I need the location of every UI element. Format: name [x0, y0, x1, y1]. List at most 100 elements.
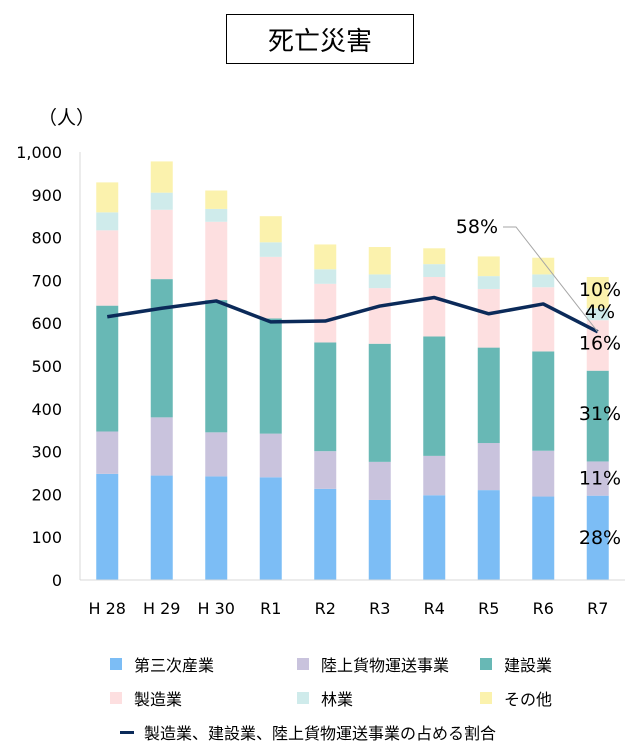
bar-segment-R4-s4 — [423, 264, 446, 277]
legend-swatch-tertiary — [110, 658, 122, 670]
bar-segment-R5-s1 — [477, 443, 500, 491]
bar-segment-R1-s5 — [259, 216, 282, 243]
bar-segment-H30-s5 — [205, 190, 228, 209]
legend-item-manufacturing: 製造業 — [110, 686, 182, 710]
bar-segment-R5-s2 — [477, 347, 500, 444]
share-line-group — [106, 295, 599, 334]
bar-segment-R3-s4 — [368, 274, 391, 289]
bar-segment-R4-s0 — [423, 495, 446, 580]
legend-swatch-forestry — [297, 692, 309, 704]
y-tick-label: 400 — [31, 400, 62, 419]
bar-segment-R1-s0 — [259, 477, 282, 580]
bar-segment-R1-s1 — [259, 433, 282, 478]
x-tick-label: R7 — [587, 599, 608, 618]
y-tick-label: 0 — [52, 571, 62, 590]
x-tick-label: R6 — [533, 599, 554, 618]
y-tick-label: 700 — [31, 271, 62, 290]
y-tick-label: 100 — [31, 528, 62, 547]
bar-segment-R6-s4 — [532, 274, 555, 288]
legend-label-land-freight: 陸上貨物運送事業 — [321, 656, 450, 675]
legend-item-tertiary: 第三次産業 — [110, 652, 214, 676]
bar-segment-R5-s0 — [477, 490, 500, 580]
bar-segment-R7-s3 — [586, 320, 609, 371]
bar-segment-R2-s5 — [314, 244, 337, 270]
bar-segment-R4-s3 — [423, 276, 446, 337]
bar-segment-H29-s3 — [150, 209, 173, 280]
y-tick-label: 600 — [31, 314, 62, 333]
bar-segment-R2-s4 — [314, 269, 337, 284]
bar-segment-R1-s4 — [259, 242, 282, 257]
bar-segment-H28-s1 — [96, 431, 119, 474]
bar-segment-R5-s4 — [477, 276, 500, 289]
bar-segment-R7-s4 — [586, 308, 609, 321]
x-tick-label: H 30 — [198, 599, 235, 618]
legend-item-forestry: 林業 — [297, 686, 353, 710]
data-label-line-share-pct: 58% — [456, 216, 498, 238]
bar-segment-R6-s0 — [532, 496, 555, 580]
legend-label-manufacturing: 製造業 — [134, 690, 183, 709]
x-tick-label: R1 — [260, 599, 281, 618]
y-axis-unit-label: （人） — [38, 107, 96, 129]
bar-segment-H29-s2 — [150, 279, 173, 418]
legend-label-share-line: 製造業、建設業、陸上貨物運送事業の占める割合 — [144, 724, 497, 743]
legend-line-swatch — [120, 730, 134, 734]
legend: 第三次産業 陸上貨物運送事業 建設業 製造業 林業 その他 製造業、建設業、陸上… — [0, 648, 640, 748]
data-label-manufacturing-pct: 16% — [579, 332, 621, 354]
bar-segment-R3-s1 — [368, 461, 391, 500]
bars-group — [96, 161, 609, 580]
chart-title: 死亡災害 — [226, 14, 414, 64]
data-labels-group: 28% 11% 31% 16% 4%10% 58% — [456, 216, 621, 549]
x-tick-label: R2 — [315, 599, 336, 618]
bar-segment-R4-s2 — [423, 336, 446, 456]
bar-segment-R1-s2 — [259, 318, 282, 434]
legend-item-land-freight: 陸上貨物運送事業 — [297, 652, 449, 676]
legend-swatch-other — [480, 692, 492, 704]
legend-label-construction: 建設業 — [504, 656, 553, 675]
bar-segment-H28-s0 — [96, 473, 119, 580]
legend-swatch-land-freight — [297, 658, 309, 670]
y-tick-label: 300 — [31, 443, 62, 462]
bar-segment-R2-s2 — [314, 342, 337, 452]
bar-segment-R7-s2 — [586, 370, 609, 462]
bar-segment-R7-s0 — [586, 495, 609, 580]
share-line — [106, 295, 599, 334]
y-tick-label: 900 — [31, 186, 62, 205]
legend-label-other: その他 — [504, 690, 553, 709]
bar-segment-R2-s3 — [314, 283, 337, 343]
x-tick-label: H 29 — [143, 599, 180, 618]
callout-leader-line — [503, 226, 599, 333]
bar-segment-R6-s1 — [532, 450, 555, 497]
bar-segment-H30-s0 — [205, 476, 228, 580]
data-label-construction-pct: 31% — [579, 403, 621, 425]
data-label-tertiary-pct: 28% — [579, 527, 621, 549]
y-tick-label: 500 — [31, 357, 62, 376]
bar-segment-R3-s2 — [368, 343, 391, 462]
bar-segment-H29-s5 — [150, 161, 173, 193]
bar-segment-H29-s0 — [150, 475, 173, 580]
legend-item-other: その他 — [480, 686, 552, 710]
bar-segment-R3-s5 — [368, 247, 391, 275]
bar-segment-R2-s1 — [314, 451, 337, 489]
bar-segment-R4-s5 — [423, 248, 446, 265]
bar-segment-H30-s1 — [205, 432, 228, 477]
y-tick-label: 1,000 — [16, 143, 62, 162]
bar-segment-R6-s2 — [532, 351, 555, 451]
legend-swatch-construction — [480, 658, 492, 670]
bar-segment-H28-s4 — [96, 212, 119, 231]
x-tick-label: R4 — [424, 599, 445, 618]
bar-segment-H30-s4 — [205, 208, 228, 222]
bar-segment-R6-s5 — [532, 257, 555, 275]
bar-segment-H29-s4 — [150, 192, 173, 210]
bar-segment-H30-s2 — [205, 300, 228, 433]
x-tick-label: H 28 — [89, 599, 126, 618]
legend-label-forestry: 林業 — [321, 690, 354, 709]
bar-segment-R5-s3 — [477, 288, 500, 348]
bar-segment-H29-s1 — [150, 417, 173, 476]
legend-item-construction: 建設業 — [480, 652, 552, 676]
bar-segment-R7-s1 — [586, 461, 609, 496]
stacked-bar-chart: 0 100 200 300 400 500 600 700 800 900 1,000 H 28 H 2… — [16, 143, 625, 618]
x-tick-label: R5 — [478, 599, 499, 618]
data-label-other-pct: 10% — [579, 279, 621, 301]
x-tick-label: R3 — [369, 599, 390, 618]
legend-label-tertiary: 第三次産業 — [134, 656, 215, 675]
